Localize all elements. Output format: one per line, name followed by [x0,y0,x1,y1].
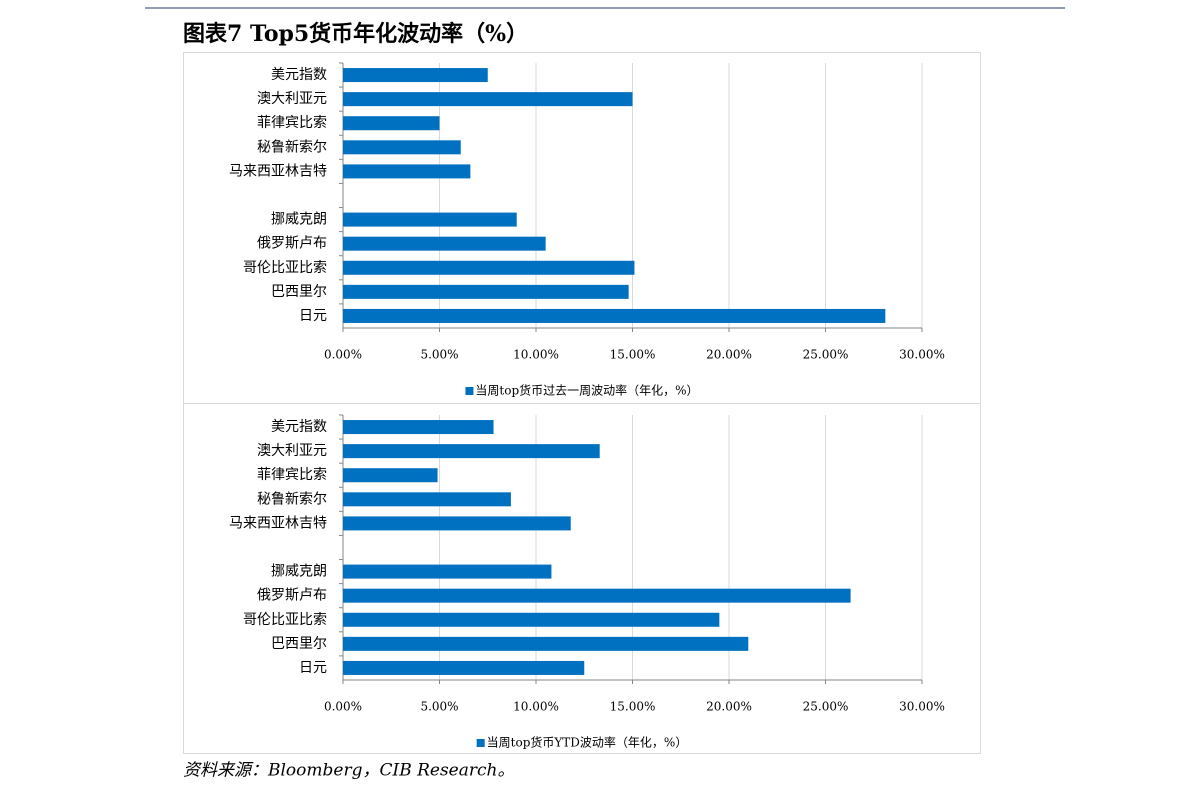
y-tick-label: 哥伦比亚比索 [243,611,327,628]
legend-swatch [465,387,474,395]
y-tick-label: 马来西亚林吉特 [229,163,327,179]
y-tick-label: 澳大利亚元 [257,91,327,107]
x-tick-label: 10.00% [513,348,559,362]
y-tick-label: 马来西亚林吉特 [229,515,327,531]
x-tick-label: 0.00% [324,700,362,714]
y-tick-label: 俄罗斯卢布 [257,236,327,252]
y-tick-label: 俄罗斯卢布 [257,588,327,604]
bar [343,660,585,675]
x-tick-label: 30.00% [899,348,945,362]
y-tick-label: 日元 [299,308,327,324]
legend-swatch [476,739,485,747]
source-note: 资料来源：Bloomberg，CIB Research。 [183,761,514,781]
legend-label: 当周top货币YTD波动率（年化，%） [487,735,688,750]
bar [343,116,440,131]
bar [343,516,571,531]
bar [343,140,461,155]
bar [343,636,749,651]
y-tick-label: 挪威克朗 [271,564,327,580]
y-tick-label: 巴西里尔 [271,284,327,300]
y-tick-label: 美元指数 [271,67,327,83]
figure-title: 图表7 Top5货币年化波动率（%） [183,21,528,47]
x-tick-label: 25.00% [803,348,849,362]
x-tick-label: 25.00% [803,700,849,714]
bar [343,236,546,251]
x-tick-label: 5.00% [420,348,458,362]
bar [343,588,851,603]
bar [343,212,517,227]
bar [343,468,438,483]
y-tick-label: 美元指数 [271,419,327,435]
y-tick-label: 挪威克朗 [271,212,327,228]
bar [343,308,886,323]
bar [343,68,488,83]
bar [343,284,629,299]
y-tick-label: 哥伦比亚比索 [243,259,327,276]
x-tick-label: 20.00% [706,348,752,362]
bar [343,564,552,579]
x-tick-label: 5.00% [420,700,458,714]
bar [343,612,720,627]
bar [343,164,471,179]
x-tick-label: 30.00% [899,700,945,714]
x-tick-label: 10.00% [513,700,559,714]
chart-frame [183,403,981,754]
legend-label: 当周top货币过去一周波动率（年化，%） [475,383,698,398]
bar [343,492,511,507]
y-tick-label: 巴西里尔 [271,636,327,652]
x-tick-label: 15.00% [610,348,656,362]
x-tick-label: 20.00% [706,700,752,714]
bar [343,420,494,435]
y-tick-label: 菲律宾比索 [257,466,327,483]
bar [343,444,600,459]
x-tick-label: 0.00% [324,348,362,362]
y-tick-label: 菲律宾比索 [257,114,327,131]
bar [343,260,635,275]
y-tick-label: 秘鲁新索尔 [257,490,327,507]
y-tick-label: 日元 [299,660,327,676]
bar [343,92,633,107]
y-tick-label: 澳大利亚元 [257,443,327,459]
x-tick-label: 15.00% [610,700,656,714]
y-tick-label: 秘鲁新索尔 [257,138,327,155]
